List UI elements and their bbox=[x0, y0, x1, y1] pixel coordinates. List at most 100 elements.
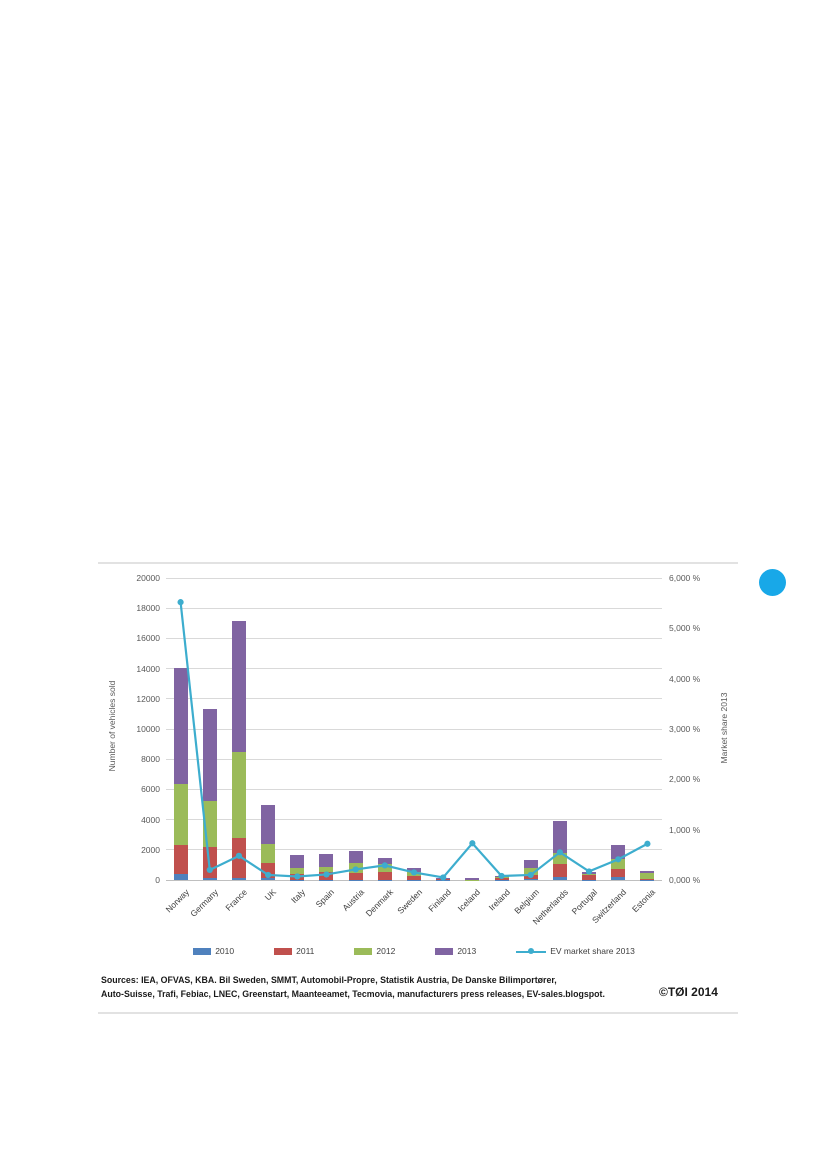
left-axis-title: Number of vehicles sold bbox=[107, 680, 117, 772]
right-axis-title: Market share 2013 bbox=[719, 692, 729, 764]
legend-line-marker-icon bbox=[516, 948, 547, 955]
bar-segment-2013-france bbox=[231, 621, 246, 752]
gridline bbox=[166, 788, 662, 790]
line-marker bbox=[177, 599, 184, 606]
bar-segment-2013-austria bbox=[348, 851, 363, 864]
line-marker bbox=[440, 874, 447, 881]
x-axis-label-iceland: Iceland bbox=[455, 887, 483, 914]
bar-segment-2012-spain bbox=[319, 866, 334, 872]
y-axis-tick-right: 0,000 % bbox=[669, 875, 701, 885]
divider-bottom bbox=[98, 1012, 738, 1014]
bar-segment-2011-norway bbox=[173, 844, 188, 875]
bar-segment-2010-norway bbox=[173, 874, 188, 880]
bar-segment-2013-norway bbox=[173, 667, 188, 785]
chart-legend: 2010 2011 2012 2013 EV market share 2013 bbox=[166, 946, 662, 956]
y-axis-tick-left: 20000 bbox=[136, 573, 160, 583]
gridline bbox=[166, 698, 662, 700]
y-axis-tick-right: 5,000 % bbox=[669, 623, 701, 634]
x-axis-label-spain: Spain bbox=[314, 887, 337, 910]
y-axis-tick-left: 4000 bbox=[141, 814, 160, 825]
legend-label: 2010 bbox=[215, 946, 235, 956]
y-axis-tick-left: 0 bbox=[155, 875, 160, 885]
sources-line-2: Auto-Suisse, Trafi, Febiac, LNEC, Greens… bbox=[101, 988, 605, 999]
sources-note: Sources: IEA, OFVAS, KBA. Bil Sweden, SM… bbox=[101, 974, 671, 1001]
line-marker bbox=[527, 871, 534, 879]
bar-segment-2012-belgium bbox=[523, 867, 538, 876]
y-axis-tick-left: 8000 bbox=[141, 754, 160, 765]
bar-segment-2013-iceland bbox=[465, 878, 480, 880]
gridline bbox=[166, 879, 662, 881]
line-marker bbox=[644, 840, 651, 847]
y-axis-tick-left: 10000 bbox=[136, 724, 160, 734]
bar-segment-2011-denmark bbox=[377, 872, 392, 880]
bar-segment-2010-uk bbox=[261, 878, 276, 880]
x-axis-label-ireland: Ireland bbox=[486, 887, 512, 913]
bar-segment-2011-portugal bbox=[582, 875, 597, 880]
legend-item-2010: 2010 bbox=[193, 946, 234, 956]
line-marker bbox=[352, 866, 359, 873]
legend-swatch-icon bbox=[274, 947, 293, 955]
x-axis-label-austria: Austria bbox=[339, 887, 366, 913]
y-axis-tick-right: 3,000 % bbox=[669, 724, 701, 734]
line-marker bbox=[265, 871, 272, 879]
y-axis-tick-right: 6,000 % bbox=[669, 573, 701, 583]
bar-segment-2011-netherlands bbox=[552, 864, 567, 877]
bar-segment-2012-italy bbox=[290, 867, 305, 875]
legend-swatch-icon bbox=[193, 947, 212, 955]
line-marker bbox=[585, 868, 593, 875]
bar-segment-2013-uk bbox=[261, 804, 276, 845]
bar-segment-2011-ireland bbox=[494, 878, 509, 880]
gridline bbox=[166, 849, 662, 851]
legend-item-2013: 2013 bbox=[435, 946, 476, 956]
bar-segment-2013-estonia bbox=[640, 870, 655, 873]
y-axis-tick-left: 6000 bbox=[141, 784, 160, 795]
line-marker bbox=[498, 872, 505, 880]
bar-segment-2012-portugal bbox=[582, 873, 597, 876]
bar-segment-2012-switzerland bbox=[611, 859, 626, 869]
y-axis-tick-right: 4,000 % bbox=[669, 673, 701, 684]
sources-line-1: Sources: IEA, OFVAS, KBA. Bil Sweden, SM… bbox=[101, 975, 557, 985]
legend-item-ev-market-share: EV market share 2013 bbox=[516, 946, 635, 956]
line-marker bbox=[469, 840, 476, 847]
bar-segment-2012-uk bbox=[261, 844, 276, 864]
bar-segment-2013-netherlands bbox=[552, 820, 567, 854]
y-axis-tick-left: 18000 bbox=[136, 603, 160, 614]
gridline bbox=[166, 637, 662, 639]
y-axis-tick-left: 14000 bbox=[136, 663, 160, 674]
legend-dot bbox=[528, 948, 535, 954]
bar-segment-2013-denmark bbox=[377, 857, 392, 865]
bar-segment-2010-belgium bbox=[523, 879, 538, 880]
line-marker bbox=[206, 866, 213, 874]
legend-swatch-icon bbox=[435, 947, 454, 955]
legend-item-2012: 2012 bbox=[354, 946, 395, 956]
bar-segment-2011-sweden bbox=[407, 875, 421, 880]
x-axis-label-norway: Norway bbox=[163, 887, 191, 915]
bar-segment-2012-netherlands bbox=[552, 853, 567, 865]
line-marker bbox=[294, 873, 301, 880]
ev-market-share-line bbox=[177, 599, 651, 881]
legend-swatch-icon bbox=[354, 947, 373, 955]
legend-label: 2012 bbox=[376, 946, 396, 956]
line-path bbox=[179, 602, 648, 879]
bar-segment-2012-estonia bbox=[640, 872, 655, 880]
x-axis-label-estonia: Estonia bbox=[630, 887, 658, 915]
bar-segment-2010-netherlands bbox=[552, 876, 567, 880]
y-axis-tick-right: 1,000 % bbox=[669, 824, 701, 835]
y-axis-tick-right: 2,000 % bbox=[669, 774, 701, 785]
gridline bbox=[166, 819, 662, 821]
bar-segment-2013-belgium bbox=[523, 859, 538, 868]
line-marker bbox=[323, 871, 330, 878]
bar-segment-2012-france bbox=[231, 751, 246, 838]
line-marker bbox=[381, 862, 388, 869]
page-corner-dot bbox=[759, 569, 786, 596]
legend-label: 2013 bbox=[457, 946, 477, 956]
gridline bbox=[166, 668, 662, 670]
bar-segment-2013-germany bbox=[202, 709, 217, 801]
gridline bbox=[166, 728, 662, 730]
copyright-label: ©TØI 2014 bbox=[659, 985, 718, 999]
y-axis-tick-left: 16000 bbox=[136, 633, 160, 644]
y-axis-tick-left: 12000 bbox=[136, 693, 160, 704]
legend-label: 2011 bbox=[296, 946, 315, 956]
bar-segment-2012-norway bbox=[173, 784, 188, 845]
